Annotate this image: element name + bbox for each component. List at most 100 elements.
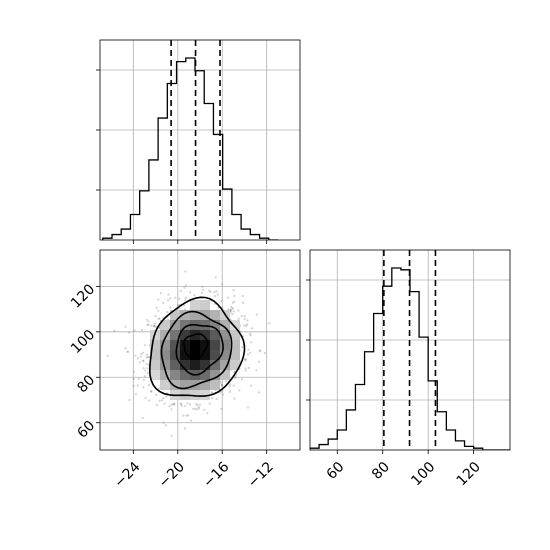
density-cell [170, 380, 180, 390]
histogram-step [102, 57, 278, 240]
scatter-point [231, 301, 234, 304]
contour-level [183, 332, 209, 360]
density-cell [190, 300, 200, 310]
density-cell [180, 310, 190, 320]
scatter-point [228, 385, 231, 388]
histogram-param2-panel: 60 80 100 120 [306, 249, 511, 489]
density-cell [210, 320, 220, 330]
scatter-point [258, 350, 261, 353]
scatter-point [150, 390, 153, 393]
scatter-point [148, 356, 151, 359]
scatter-point [126, 350, 130, 353]
x-tick-label: 80 [369, 459, 393, 483]
scatter-point [165, 395, 168, 398]
scatter-point [128, 331, 131, 334]
density-cell [180, 360, 190, 370]
scatter-point [211, 396, 214, 400]
scatter-point [245, 358, 248, 361]
density-cell [200, 390, 210, 400]
scatter-point [142, 367, 145, 370]
density-cell [160, 380, 170, 390]
density-cell [230, 350, 240, 360]
y-tick-label: 60 [74, 418, 98, 442]
scatter-point [162, 421, 165, 424]
scatter-point [247, 348, 250, 351]
scatter-point [233, 370, 236, 373]
scatter-point [132, 370, 136, 373]
scatter-point [187, 414, 190, 417]
scatter-point [243, 318, 246, 321]
scatter-point [157, 309, 160, 312]
density-cell [220, 360, 230, 370]
scatter-point [169, 297, 172, 300]
scatter-point [132, 384, 135, 387]
density-cell [190, 390, 200, 400]
contour-level [175, 324, 224, 376]
scatter-point [169, 306, 172, 309]
scatter-point [146, 323, 149, 326]
scatter-point [126, 350, 129, 353]
scatter-point [136, 384, 139, 387]
density-cell [230, 340, 240, 350]
scatter-point [197, 407, 200, 410]
density-cell [200, 310, 210, 320]
density-cell [190, 340, 200, 350]
density-cell [190, 310, 200, 320]
scatter-point [153, 322, 156, 325]
scatter-point [249, 332, 252, 335]
scatter-point [215, 290, 218, 293]
scatter-point [106, 354, 109, 357]
scatter-point [136, 357, 139, 360]
scatter-point [147, 320, 150, 323]
density-cell [200, 340, 210, 350]
scatter-point [203, 408, 206, 411]
scatter-point [210, 391, 213, 394]
scatter-point [188, 403, 192, 406]
scatter-point [227, 308, 230, 311]
scatter-point [124, 325, 127, 328]
scatter-point [153, 325, 156, 328]
scatter-point [219, 391, 222, 394]
scatter-point [143, 375, 146, 378]
scatter-point [246, 353, 250, 356]
scatter-point [246, 319, 249, 322]
scatter-point [174, 296, 177, 299]
scatter-point [197, 405, 200, 408]
scatter-point [230, 305, 233, 308]
x-tick-label: 60 [324, 459, 348, 483]
scatter-point [220, 407, 223, 410]
scatter-point [167, 293, 170, 296]
y-tick-label: 120 [68, 281, 98, 311]
density-cell [180, 370, 190, 380]
scatter-point [208, 402, 211, 405]
scatter-point [193, 294, 196, 297]
scatter-point [243, 324, 246, 327]
scatter-point [194, 407, 197, 410]
density-cell [180, 320, 190, 330]
scatter-point [230, 307, 234, 310]
density-cell [210, 350, 220, 360]
scatter-point [167, 299, 170, 302]
density-cell [220, 340, 230, 350]
density-cell [220, 350, 230, 360]
density-cell [190, 350, 200, 360]
scatter-point [145, 356, 148, 359]
scatter-point [200, 291, 204, 294]
scatter-point [243, 358, 247, 361]
scatter-point [148, 399, 151, 402]
scatter-point [155, 325, 158, 328]
scatter-point [185, 414, 188, 417]
scatter-point [180, 404, 183, 407]
scatter-point [179, 289, 182, 293]
scatter-point [166, 311, 169, 314]
scatter-point [147, 323, 150, 326]
density-cell [210, 330, 220, 340]
scatter-point [219, 381, 222, 384]
scatter-point [192, 407, 195, 410]
axes-frame [99, 39, 301, 241]
scatter-point [180, 403, 183, 406]
scatter-point [249, 334, 252, 337]
scatter-point [238, 389, 241, 392]
density-cell [170, 320, 180, 330]
density-cell [200, 330, 210, 340]
